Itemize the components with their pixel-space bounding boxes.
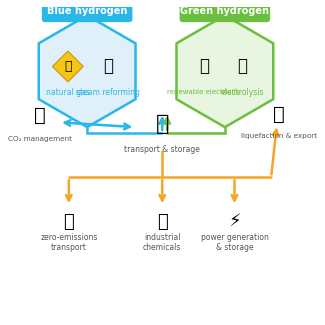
Polygon shape: [39, 15, 136, 127]
Text: 🌲: 🌲: [34, 106, 46, 125]
Text: power generation
& storage: power generation & storage: [201, 233, 268, 253]
Text: CO₂ management: CO₂ management: [8, 136, 72, 142]
Text: 🏭: 🏭: [157, 213, 168, 230]
Text: steam reforming: steam reforming: [76, 88, 140, 97]
Text: 🚗: 🚗: [63, 213, 74, 230]
Text: Blue hydrogen: Blue hydrogen: [47, 6, 127, 16]
Text: ⚡: ⚡: [228, 213, 241, 230]
Polygon shape: [176, 15, 273, 127]
Text: electrolysis: electrolysis: [220, 88, 264, 97]
Text: transport & storage: transport & storage: [124, 145, 200, 154]
Text: 🚢: 🚢: [273, 105, 285, 124]
Text: natural gas: natural gas: [46, 88, 90, 97]
Text: 🚚: 🚚: [156, 114, 169, 134]
Text: industrial
chemicals: industrial chemicals: [143, 233, 181, 253]
Text: 🏭: 🏭: [103, 58, 113, 75]
Text: Green hydrogen: Green hydrogen: [180, 6, 269, 16]
FancyBboxPatch shape: [42, 0, 132, 22]
FancyBboxPatch shape: [180, 0, 270, 22]
Text: 🔥: 🔥: [64, 60, 72, 73]
Text: 🌱: 🌱: [199, 58, 209, 75]
Polygon shape: [52, 51, 83, 82]
Text: 🔬: 🔬: [237, 58, 247, 75]
Text: renewable electricity: renewable electricity: [167, 89, 240, 96]
Text: zero-emissions
transport: zero-emissions transport: [40, 233, 98, 253]
Text: liquefaction & export: liquefaction & export: [241, 133, 317, 139]
